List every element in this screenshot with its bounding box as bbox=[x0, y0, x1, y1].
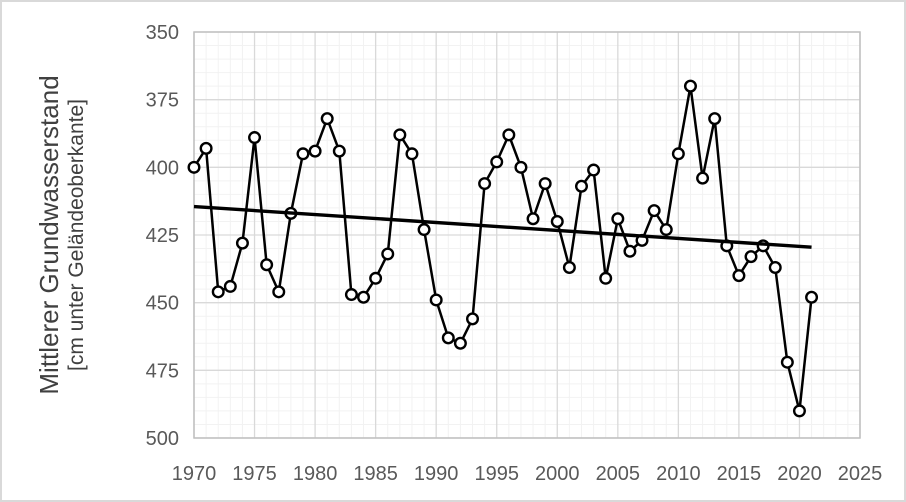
data-point-marker bbox=[550, 214, 564, 228]
data-series-line bbox=[192, 84, 813, 413]
x-tick-label: 2020 bbox=[777, 463, 822, 485]
data-point-marker bbox=[453, 336, 467, 350]
data-point-marker bbox=[332, 144, 346, 158]
data-point-marker bbox=[235, 236, 249, 250]
data-point-marker bbox=[574, 179, 588, 193]
x-tick-label: 2025 bbox=[838, 463, 883, 485]
y-axis-title-main: Mittlerer Grundwasserstand bbox=[33, 75, 64, 395]
data-point-marker bbox=[768, 260, 782, 274]
x-tick-label: 1975 bbox=[232, 463, 277, 485]
data-point-marker bbox=[647, 204, 661, 218]
x-tick-label: 2010 bbox=[656, 463, 701, 485]
data-point-marker bbox=[369, 271, 383, 285]
x-tick-label: 1995 bbox=[474, 463, 519, 485]
data-point-marker bbox=[611, 212, 625, 226]
data-point-marker bbox=[490, 155, 504, 169]
data-point-marker bbox=[599, 271, 613, 285]
data-point-marker bbox=[187, 160, 201, 174]
data-point-marker bbox=[780, 355, 794, 369]
data-point-marker bbox=[683, 79, 697, 93]
y-tick-label: 475 bbox=[146, 360, 179, 382]
data-point-marker bbox=[344, 288, 358, 302]
x-tick-label: 2000 bbox=[535, 463, 580, 485]
data-point-marker bbox=[466, 312, 480, 326]
data-point-marker bbox=[320, 112, 334, 126]
y-axis-title: Mittlerer Grundwasserstand [cm unter Gel… bbox=[33, 75, 89, 395]
y-tick-label: 450 bbox=[146, 293, 179, 315]
data-point-marker bbox=[417, 223, 431, 237]
y-tick-label: 400 bbox=[146, 157, 179, 179]
data-point-marker bbox=[199, 141, 213, 155]
data-point-marker bbox=[248, 131, 262, 145]
data-point-marker bbox=[708, 112, 722, 126]
x-tick-label: 2005 bbox=[596, 463, 641, 485]
data-point-marker bbox=[805, 290, 819, 304]
y-tick-label: 425 bbox=[146, 225, 179, 247]
x-tick-label: 1990 bbox=[414, 463, 459, 485]
data-point-marker bbox=[211, 285, 225, 299]
data-point-marker bbox=[671, 147, 685, 161]
data-point-marker bbox=[429, 293, 443, 307]
data-point-marker bbox=[272, 285, 286, 299]
data-point-marker bbox=[744, 250, 758, 264]
data-point-marker bbox=[659, 223, 673, 237]
data-point-marker bbox=[538, 177, 552, 191]
data-point-marker bbox=[357, 290, 371, 304]
data-point-marker bbox=[296, 147, 310, 161]
data-point-marker bbox=[405, 147, 419, 161]
data-point-marker bbox=[526, 212, 540, 226]
data-point-marker bbox=[562, 260, 576, 274]
data-point-marker bbox=[732, 269, 746, 283]
data-point-marker bbox=[792, 404, 806, 418]
data-point-marker bbox=[514, 160, 528, 174]
y-tick-label: 375 bbox=[146, 90, 179, 112]
y-tick-label: 350 bbox=[146, 22, 179, 44]
data-point-marker bbox=[308, 144, 322, 158]
data-point-marker bbox=[260, 258, 274, 272]
trend-line bbox=[193, 204, 812, 249]
plot-border bbox=[193, 31, 861, 439]
x-tick-label: 1985 bbox=[353, 463, 398, 485]
data-point-marker bbox=[381, 247, 395, 261]
y-axis-title-unit: [cm unter Geländeoberkante] bbox=[64, 99, 88, 371]
data-point-marker bbox=[623, 244, 637, 258]
y-tick-label: 500 bbox=[146, 428, 179, 450]
data-point-marker bbox=[441, 331, 455, 345]
data-point-marker bbox=[502, 128, 516, 142]
x-tick-label: 1980 bbox=[293, 463, 338, 485]
x-tick-label: 1970 bbox=[172, 463, 217, 485]
data-point-marker bbox=[587, 163, 601, 177]
data-point-marker bbox=[478, 177, 492, 191]
data-point-marker bbox=[696, 171, 710, 185]
data-point-marker bbox=[223, 279, 237, 293]
data-point-marker bbox=[393, 128, 407, 142]
x-tick-label: 2015 bbox=[717, 463, 762, 485]
